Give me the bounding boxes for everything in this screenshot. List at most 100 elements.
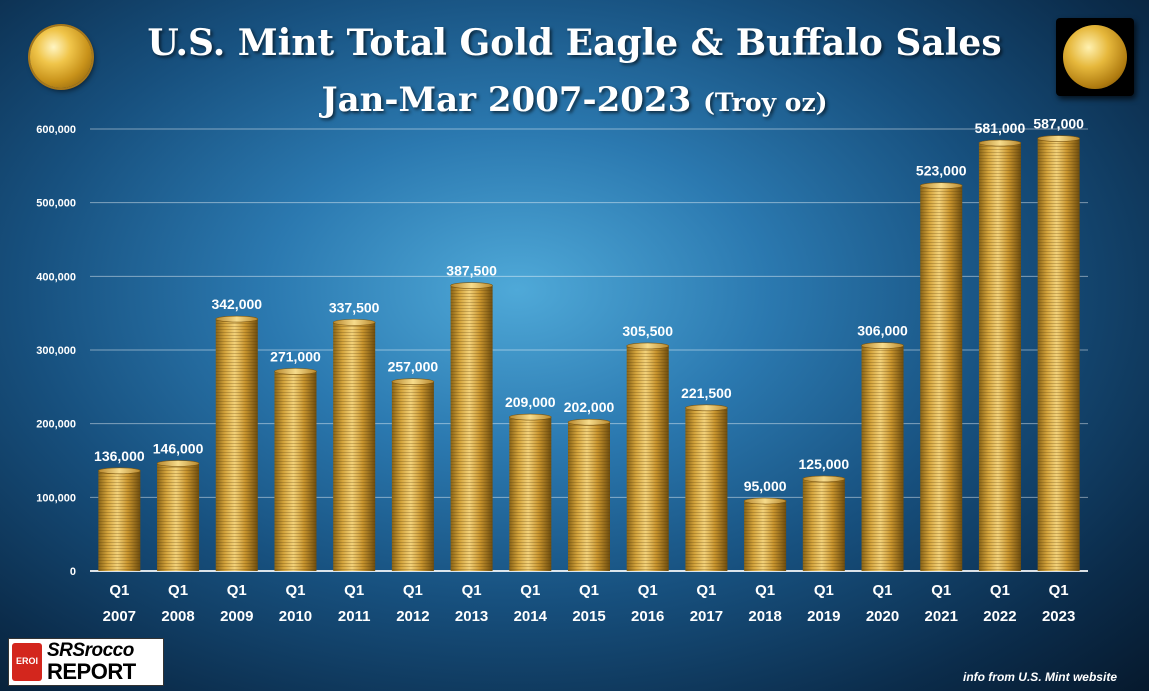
x-tick-label-quarter: Q1 (168, 582, 188, 599)
data-label: 146,000 (153, 440, 204, 456)
x-tick-label-year: 2010 (279, 608, 312, 625)
x-tick-label-quarter: Q1 (814, 582, 834, 599)
chart-title-unit: (Troy oz) (703, 88, 828, 117)
bar-cap (802, 475, 846, 483)
bar-coin-texture (333, 322, 376, 571)
x-tick-label-quarter: Q1 (990, 582, 1010, 599)
data-label: 305,500 (622, 323, 673, 339)
bar-cap (332, 319, 376, 326)
bar-cap (919, 182, 963, 190)
x-tick-label-quarter: Q1 (462, 582, 482, 599)
data-label: 221,500 (681, 385, 732, 401)
x-tick-label-year: 2009 (220, 608, 253, 625)
x-tick-label-year: 2008 (161, 608, 194, 625)
x-tick-label-year: 2015 (572, 608, 605, 625)
x-tick-label-quarter: Q1 (755, 582, 775, 599)
x-tick-label-year: 2020 (866, 608, 899, 625)
source-note: info from U.S. Mint website (962, 670, 1117, 684)
y-tick-label: 500,000 (36, 198, 76, 210)
gold-buffalo-coin-icon (1056, 18, 1134, 96)
x-tick-label-year: 2011 (338, 608, 371, 625)
y-tick-label: 200,000 (36, 419, 76, 431)
y-tick-label: 400,000 (36, 271, 76, 283)
data-label: 136,000 (94, 448, 145, 464)
data-label: 306,000 (857, 323, 908, 339)
bar-coin-texture (802, 478, 845, 571)
x-tick-label-quarter: Q1 (227, 582, 247, 599)
bar-coin-texture (157, 463, 200, 571)
x-tick-label-quarter: Q1 (931, 582, 951, 599)
data-label: 523,000 (916, 163, 967, 179)
bar-coin-texture (920, 185, 963, 571)
data-label: 337,500 (329, 299, 380, 315)
x-tick-label-quarter: Q1 (579, 582, 599, 599)
logo-text-line2: REPORT (47, 659, 136, 684)
x-tick-label-year: 2013 (455, 608, 488, 625)
bar-coin-texture (744, 501, 787, 571)
bar-coin-texture (1037, 138, 1080, 571)
eroi-badge: EROI (12, 643, 42, 681)
bar-coin-texture (861, 345, 904, 571)
y-tick-label: 600,000 (36, 124, 76, 136)
data-label: 581,000 (975, 120, 1026, 136)
x-tick-label-quarter: Q1 (403, 582, 423, 599)
data-label: 202,000 (564, 399, 615, 415)
data-label: 95,000 (744, 478, 787, 494)
bar-coin-texture (978, 142, 1021, 571)
x-tick-label-year: 2014 (514, 608, 548, 625)
bar-cap (450, 282, 493, 289)
x-tick-label-year: 2017 (690, 608, 723, 625)
bar-cap (743, 497, 787, 505)
y-tick-label: 0 (70, 566, 76, 578)
x-tick-label-quarter: Q1 (696, 582, 716, 599)
x-tick-label-quarter: Q1 (344, 582, 364, 599)
bar-cap (685, 404, 728, 412)
chart-title-line1: U.S. Mint Total Gold Eagle & Buffalo Sal… (147, 22, 1002, 64)
bar-cap (156, 460, 200, 467)
bar-coin-texture (98, 470, 141, 571)
data-label: 387,500 (446, 263, 497, 279)
bar-cap (274, 368, 317, 375)
x-tick-label-year: 2012 (396, 608, 429, 625)
chart-title-years: Jan-Mar 2007-2023 (321, 80, 692, 120)
x-tick-label-year: 2019 (807, 608, 840, 625)
x-tick-label-year: 2023 (1042, 608, 1075, 625)
bar-coin-texture (568, 422, 610, 571)
bar-coin-texture (685, 407, 728, 571)
bar-cap (1037, 135, 1080, 142)
bar-cap (215, 315, 259, 323)
logo-text-line1: SRSrocco (47, 640, 134, 661)
y-tick-label: 100,000 (36, 492, 76, 504)
bar-coin-texture (274, 371, 317, 571)
data-label: 257,000 (388, 359, 439, 375)
srsrocco-report-logo: EROI SRSrocco REPORT (8, 638, 164, 686)
data-label: 125,000 (799, 456, 850, 472)
x-tick-label-quarter: Q1 (109, 582, 129, 599)
bar-cap (98, 467, 141, 475)
bar-cap (508, 413, 552, 421)
data-label: 209,000 (505, 394, 556, 410)
bar-coin-texture (450, 285, 493, 571)
x-tick-label-year: 2007 (103, 608, 136, 625)
x-tick-label-year: 2018 (748, 608, 781, 625)
bar-cap (861, 342, 904, 349)
data-label: 271,000 (270, 348, 321, 364)
bar-coin-texture (626, 345, 669, 571)
bar-cap (978, 139, 1022, 147)
x-tick-label-quarter: Q1 (873, 582, 893, 599)
x-tick-label-year: 2021 (925, 608, 958, 625)
data-label: 587,000 (1033, 116, 1084, 132)
bar-cap (626, 342, 670, 350)
bar-coin-texture (215, 319, 258, 571)
gold-eagle-coin-icon (30, 26, 92, 88)
bar-coin-texture (391, 381, 434, 571)
bar-cap (567, 418, 611, 426)
x-tick-label-year: 2022 (983, 608, 1016, 625)
x-tick-label-quarter: Q1 (285, 582, 305, 599)
y-tick-label: 300,000 (36, 345, 76, 357)
x-tick-label-quarter: Q1 (638, 582, 658, 599)
x-tick-label-quarter: Q1 (520, 582, 540, 599)
bar-coin-texture (509, 417, 552, 571)
data-label: 342,000 (211, 296, 262, 312)
